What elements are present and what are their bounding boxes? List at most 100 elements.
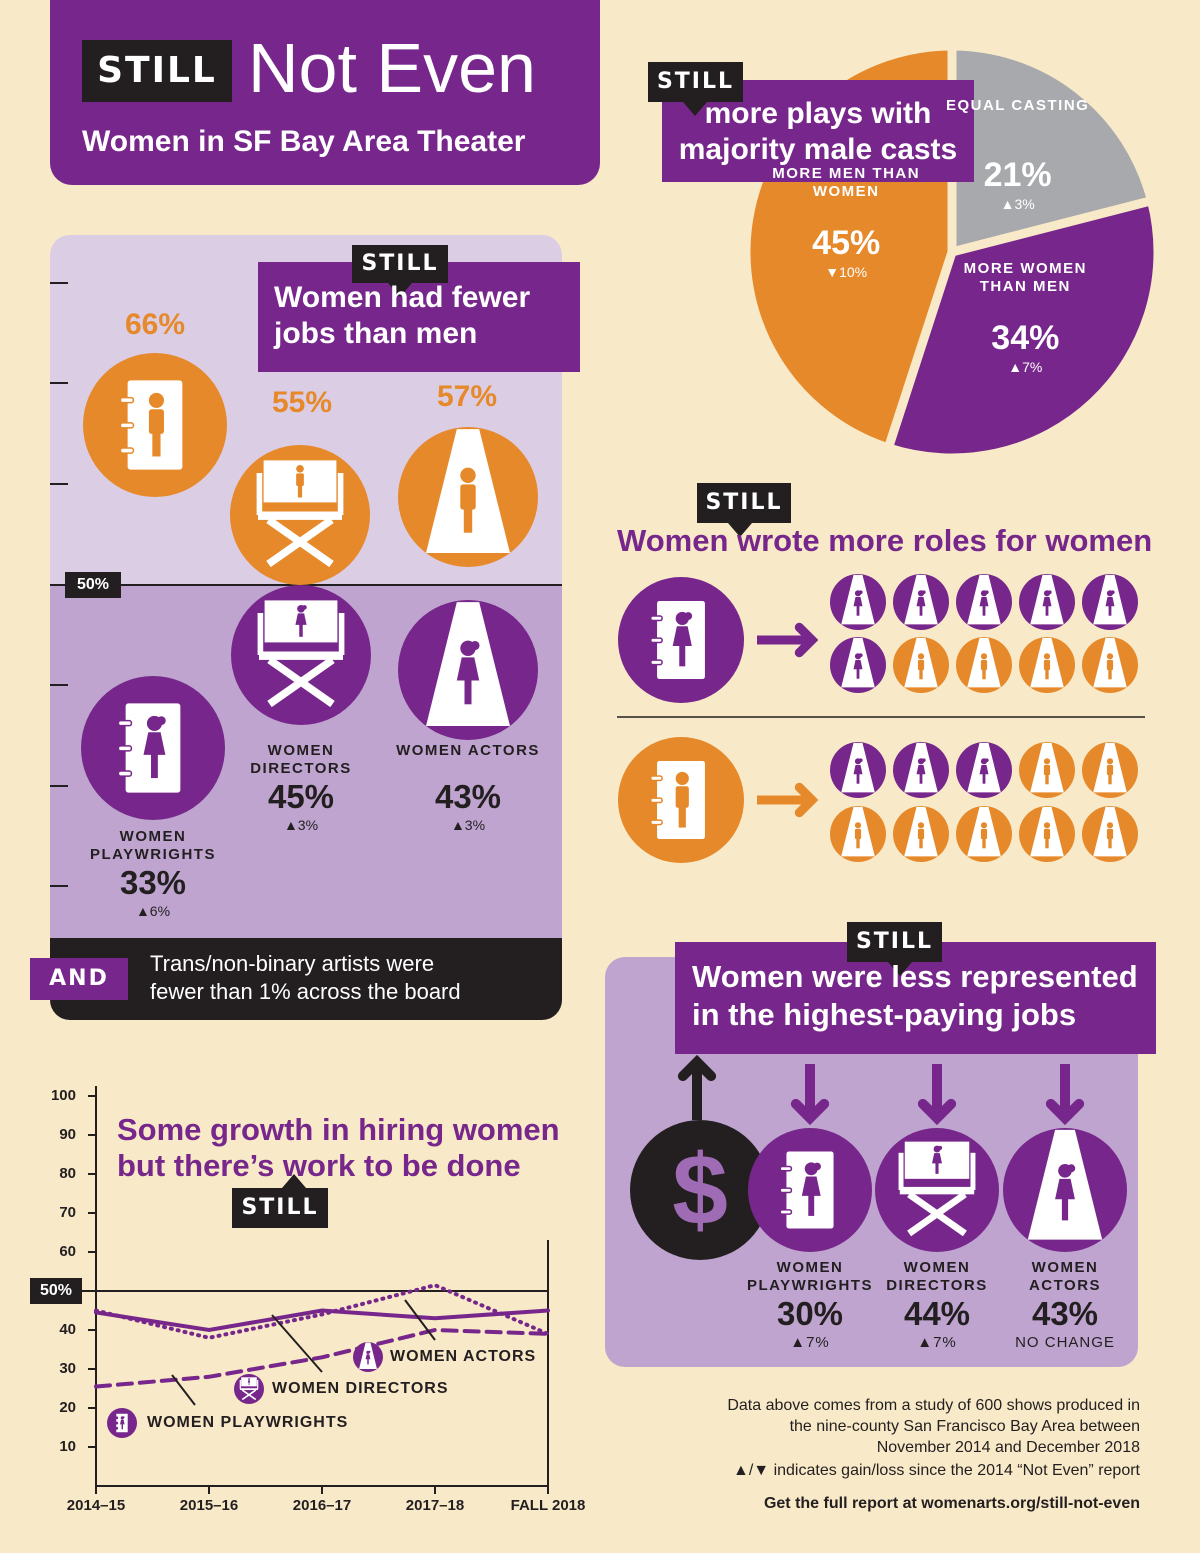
person-head bbox=[917, 653, 925, 660]
pay-value: 43% bbox=[1031, 1295, 1099, 1332]
person-head bbox=[296, 464, 304, 473]
badge: STILL bbox=[97, 50, 217, 91]
chair-seat bbox=[240, 1388, 258, 1391]
person-hair bbox=[938, 1145, 943, 1150]
person-legs bbox=[808, 1194, 815, 1216]
person-hair bbox=[858, 758, 863, 763]
chair-leg bbox=[267, 656, 335, 708]
pay-panel bbox=[605, 957, 1138, 1367]
person-body bbox=[456, 657, 480, 681]
person-legs bbox=[856, 838, 860, 849]
arrow-head bbox=[677, 1054, 717, 1082]
script-ring bbox=[650, 659, 663, 666]
role-icon bbox=[830, 574, 886, 630]
legend-pointer bbox=[171, 1374, 196, 1406]
role-icon bbox=[81, 676, 225, 820]
person-legs bbox=[935, 1162, 939, 1174]
person-head bbox=[460, 467, 476, 483]
slice-label: MORE WOMEN THAN MEN bbox=[963, 260, 1087, 296]
person-body bbox=[916, 764, 926, 775]
men-share: 55% bbox=[271, 386, 333, 419]
note-label-box bbox=[30, 958, 128, 1000]
role-icon bbox=[1082, 806, 1138, 862]
person-head bbox=[148, 392, 164, 408]
legend-pointer bbox=[404, 1299, 436, 1341]
badge-pointer bbox=[388, 283, 412, 297]
jobs-title: Women had fewer jobs than men bbox=[274, 281, 531, 350]
person-body bbox=[143, 732, 166, 755]
person-head bbox=[1106, 822, 1114, 829]
chair-leg bbox=[266, 516, 334, 568]
person-body bbox=[460, 484, 476, 510]
chair-post bbox=[337, 473, 344, 515]
person-legs bbox=[1061, 1198, 1069, 1221]
pay-role: WOMEN DIRECTORS bbox=[886, 1259, 988, 1294]
badge-box bbox=[648, 62, 743, 102]
series-line bbox=[94, 1308, 550, 1333]
person-body bbox=[1043, 659, 1051, 671]
person-legs bbox=[982, 838, 986, 849]
role-icon bbox=[398, 600, 538, 740]
person-legs bbox=[1045, 669, 1049, 680]
person-hair bbox=[470, 640, 480, 651]
person-body bbox=[917, 659, 925, 671]
role-icon bbox=[893, 574, 949, 630]
women-share: 45% bbox=[267, 778, 335, 815]
script-ring bbox=[119, 447, 135, 454]
person-legs bbox=[982, 605, 986, 616]
person-legs bbox=[151, 753, 158, 779]
badge: STILL bbox=[241, 1195, 319, 1220]
badge: STILL bbox=[361, 251, 439, 276]
pay-change: ▲7% bbox=[790, 1334, 830, 1351]
pay-change: NO CHANGE bbox=[1015, 1334, 1115, 1351]
role-icon bbox=[1082, 574, 1138, 630]
x-tick-label: 2014–15 bbox=[66, 1497, 126, 1514]
pay-value: 30% bbox=[776, 1295, 844, 1332]
slice-label: EQUAL CASTING bbox=[945, 97, 1090, 115]
role-icon bbox=[893, 637, 949, 693]
script-ring bbox=[114, 1421, 119, 1425]
person-hair bbox=[984, 758, 989, 763]
person-legs bbox=[1045, 774, 1049, 785]
person-legs bbox=[297, 484, 303, 498]
women-role: WOMEN DIRECTORS bbox=[250, 742, 352, 777]
arrow-head bbox=[790, 1098, 830, 1126]
legend-label: WOMEN PLAYWRIGHTS bbox=[147, 1414, 349, 1431]
person-hair bbox=[858, 590, 863, 595]
person-head bbox=[1106, 653, 1114, 660]
person-body bbox=[980, 659, 988, 671]
badge-pointer bbox=[728, 523, 752, 537]
person-hair bbox=[156, 716, 166, 726]
y-tick-label: 70 bbox=[59, 1204, 76, 1221]
slice-change: ▼10% bbox=[825, 264, 868, 281]
person-body bbox=[675, 786, 689, 808]
person-body bbox=[1043, 828, 1051, 840]
pie-slice bbox=[947, 41, 1158, 258]
person-body bbox=[853, 596, 863, 607]
person-hair bbox=[122, 1416, 125, 1419]
chair-post bbox=[257, 613, 264, 655]
script-ring bbox=[117, 719, 133, 727]
source-note: Data above comes from a study of 600 sho… bbox=[727, 1397, 1140, 1456]
person-body bbox=[801, 1176, 821, 1196]
chair-post bbox=[239, 1380, 241, 1389]
y-tick-label: 50 bbox=[59, 1282, 76, 1299]
person-hair bbox=[921, 590, 926, 595]
chair-post bbox=[970, 1152, 976, 1190]
script-ring bbox=[650, 775, 663, 782]
legend-label: WOMEN ACTORS bbox=[390, 1348, 537, 1365]
person-legs bbox=[1108, 669, 1112, 680]
person-legs bbox=[919, 605, 923, 616]
person-legs bbox=[856, 605, 860, 616]
person-hair bbox=[1110, 590, 1115, 595]
person-hair bbox=[368, 1350, 371, 1353]
person-head bbox=[1043, 653, 1051, 660]
role-icon bbox=[1019, 574, 1075, 630]
person-legs bbox=[1045, 838, 1049, 849]
x-tick-label: 2016–17 bbox=[292, 1497, 352, 1514]
person-legs bbox=[919, 669, 923, 680]
badge-box bbox=[82, 40, 232, 102]
y-tick-label: 40 bbox=[59, 1321, 76, 1338]
arrow-head bbox=[917, 1098, 957, 1126]
